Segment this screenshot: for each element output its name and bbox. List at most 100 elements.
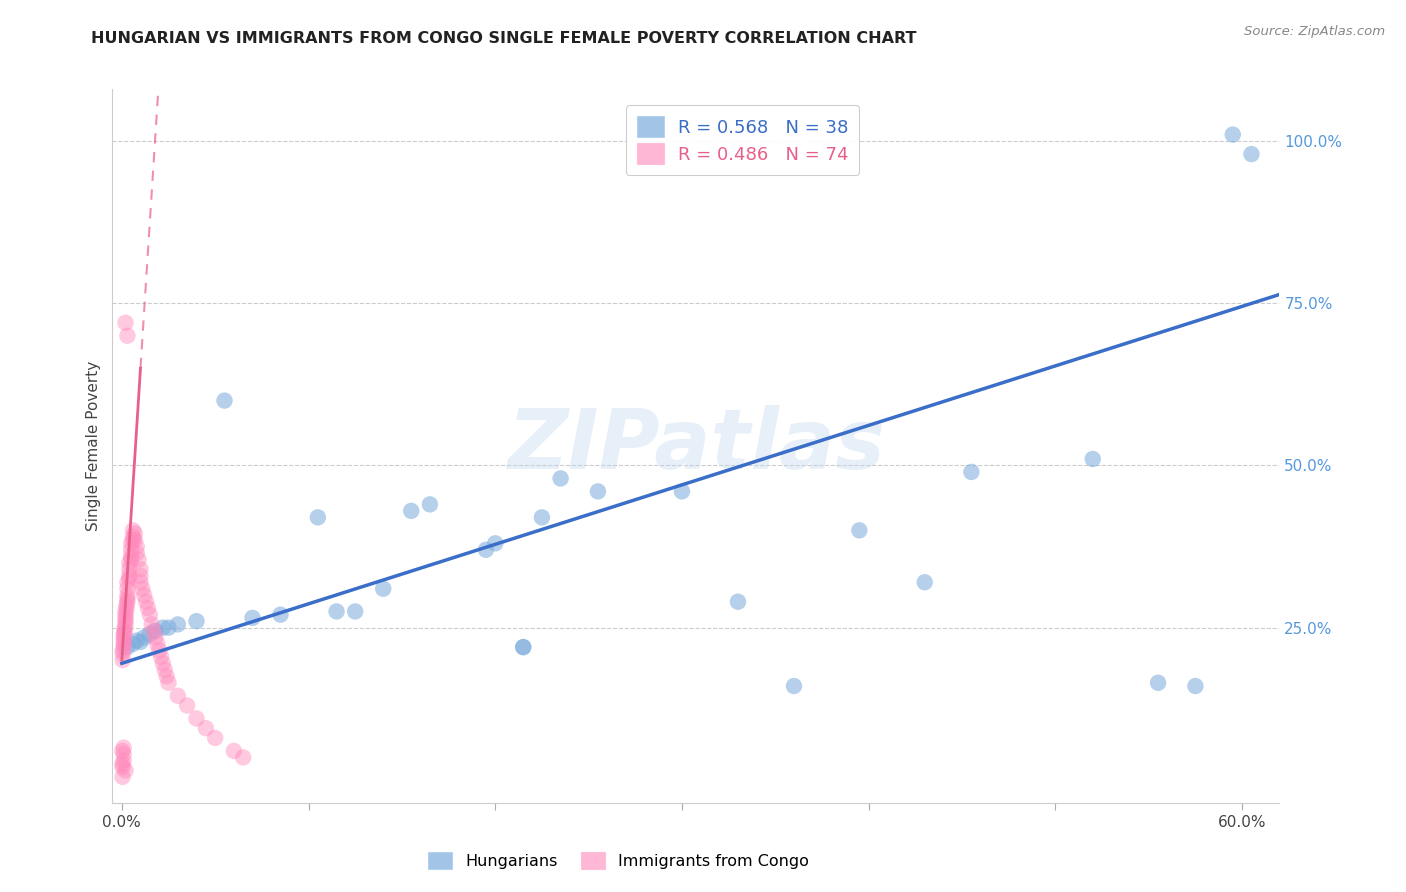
Point xyxy=(232,750,254,764)
Point xyxy=(152,657,174,671)
Text: HUNGARIAN VS IMMIGRANTS FROM CONGO SINGLE FEMALE POVERTY CORRELATION CHART: HUNGARIAN VS IMMIGRANTS FROM CONGO SINGL… xyxy=(91,31,917,46)
Point xyxy=(111,647,134,661)
Point xyxy=(114,624,136,638)
Point xyxy=(141,617,163,632)
Point xyxy=(118,562,141,576)
Point xyxy=(176,698,198,713)
Point xyxy=(848,524,870,538)
Point xyxy=(125,540,148,554)
Point xyxy=(157,675,180,690)
Point xyxy=(117,582,139,596)
Point xyxy=(124,533,146,547)
Point xyxy=(186,711,208,725)
Point xyxy=(122,530,145,544)
Point xyxy=(114,607,136,622)
Point xyxy=(166,689,188,703)
Point xyxy=(136,601,159,615)
Point xyxy=(112,754,135,768)
Point xyxy=(115,598,138,612)
Point xyxy=(129,562,152,576)
Point xyxy=(114,764,136,778)
Text: ZIPatlas: ZIPatlas xyxy=(508,406,884,486)
Point xyxy=(111,643,134,657)
Point xyxy=(325,604,347,618)
Point xyxy=(112,631,135,645)
Point xyxy=(111,756,134,771)
Point xyxy=(125,546,148,560)
Point xyxy=(512,640,534,654)
Point xyxy=(550,471,572,485)
Point xyxy=(114,614,136,628)
Point xyxy=(586,484,609,499)
Point xyxy=(129,635,152,649)
Point xyxy=(118,568,141,582)
Point xyxy=(117,591,139,606)
Point xyxy=(242,611,264,625)
Point xyxy=(1184,679,1206,693)
Point xyxy=(129,568,152,582)
Point xyxy=(153,663,176,677)
Point xyxy=(142,624,165,638)
Point xyxy=(530,510,553,524)
Point xyxy=(120,542,142,557)
Point xyxy=(111,770,134,784)
Point xyxy=(270,607,292,622)
Point xyxy=(214,393,236,408)
Point xyxy=(194,721,217,735)
Point xyxy=(125,633,148,648)
Y-axis label: Single Female Poverty: Single Female Poverty xyxy=(86,361,101,531)
Point xyxy=(114,625,136,640)
Point xyxy=(112,640,135,654)
Point xyxy=(134,588,156,602)
Point xyxy=(117,575,139,590)
Point xyxy=(111,653,134,667)
Point xyxy=(117,328,139,343)
Point xyxy=(120,536,142,550)
Point xyxy=(1240,147,1263,161)
Point xyxy=(122,524,145,538)
Point xyxy=(112,637,135,651)
Point xyxy=(960,465,983,479)
Point xyxy=(118,556,141,570)
Point xyxy=(139,607,162,622)
Point xyxy=(166,617,188,632)
Point xyxy=(120,549,142,564)
Point xyxy=(122,637,145,651)
Point xyxy=(399,504,422,518)
Point xyxy=(118,572,141,586)
Point xyxy=(115,601,138,615)
Legend: Hungarians, Immigrants from Congo: Hungarians, Immigrants from Congo xyxy=(422,846,815,875)
Point xyxy=(783,679,806,693)
Point xyxy=(157,621,180,635)
Point xyxy=(419,497,441,511)
Point xyxy=(156,669,179,683)
Point xyxy=(114,617,136,632)
Point xyxy=(1081,452,1104,467)
Point xyxy=(131,582,153,596)
Point xyxy=(117,640,139,654)
Point xyxy=(1147,675,1170,690)
Point xyxy=(139,627,162,641)
Point xyxy=(129,575,152,590)
Point xyxy=(112,740,135,755)
Point xyxy=(114,316,136,330)
Point xyxy=(128,552,150,566)
Point xyxy=(152,621,174,635)
Point xyxy=(344,604,367,618)
Point xyxy=(307,510,329,524)
Point xyxy=(145,624,167,638)
Point xyxy=(150,649,173,664)
Point xyxy=(111,760,134,774)
Point xyxy=(112,747,135,761)
Point xyxy=(145,631,167,645)
Point xyxy=(475,542,498,557)
Point xyxy=(134,631,156,645)
Point xyxy=(111,744,134,758)
Point xyxy=(914,575,936,590)
Point xyxy=(204,731,226,745)
Point xyxy=(186,614,208,628)
Point xyxy=(135,595,157,609)
Legend: R = 0.568   N = 38, R = 0.486   N = 74: R = 0.568 N = 38, R = 0.486 N = 74 xyxy=(626,105,859,175)
Point xyxy=(222,744,245,758)
Point xyxy=(114,621,136,635)
